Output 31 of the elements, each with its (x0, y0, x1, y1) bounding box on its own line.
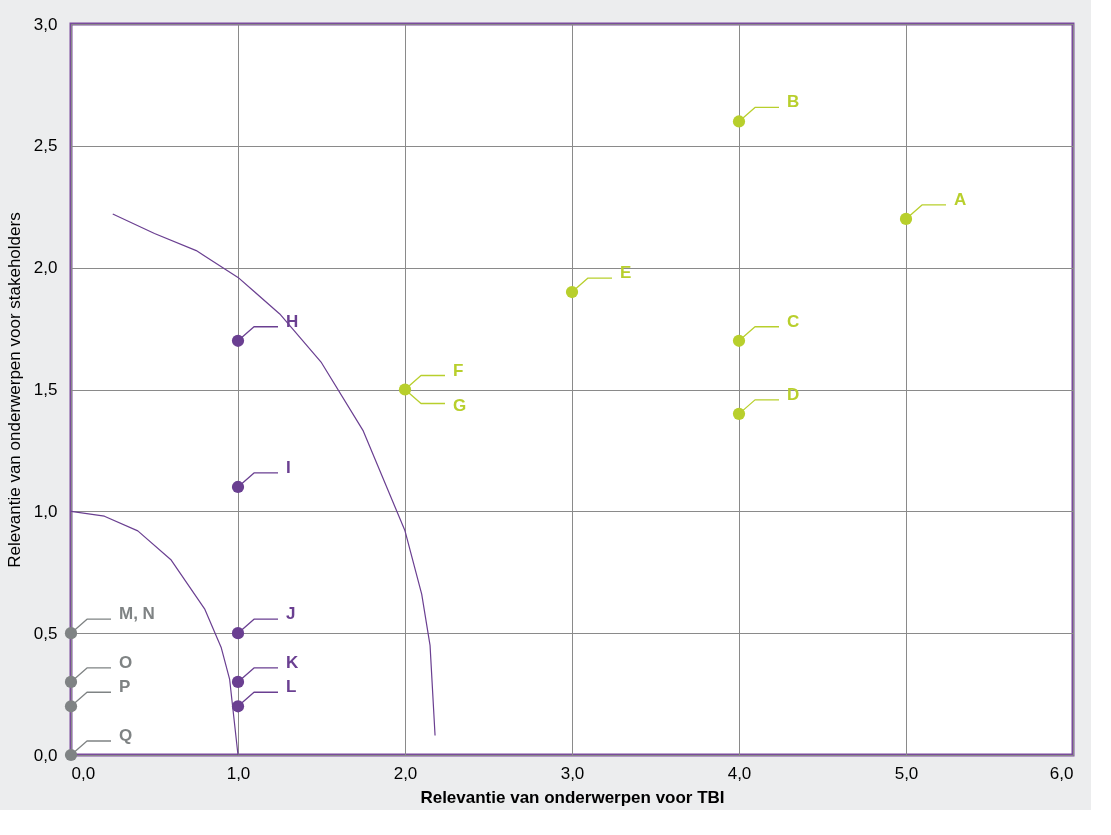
y-tick-label: 2,0 (33, 258, 58, 278)
annotation: Q (119, 726, 133, 745)
y-tick-label: 1,0 (33, 501, 58, 521)
x-tick-label: 4,0 (727, 763, 752, 783)
annotation: O (119, 652, 133, 672)
annotation: H (286, 311, 299, 331)
annotation: L (286, 677, 297, 697)
y-tick-label: 3,0 (33, 14, 58, 34)
x-tick-label: 0,0 (71, 763, 96, 783)
annotation: B (787, 92, 800, 112)
annotation: P (119, 677, 131, 697)
annotation: G (453, 395, 467, 415)
annotation: E (620, 263, 632, 283)
y-tick-label: 1,5 (33, 380, 58, 399)
annotation: M, N (119, 604, 155, 624)
annotation: A (954, 189, 967, 209)
x-tick-label: 6,0 (1049, 763, 1074, 783)
x-tick-label: 5,0 (894, 763, 919, 783)
annotation: I (286, 457, 291, 477)
annotation: K (286, 652, 299, 672)
x-tick-label: 1,0 (226, 763, 251, 783)
annotation: J (286, 604, 296, 624)
y-tick-label: 2,5 (33, 136, 58, 156)
annotation: F (453, 360, 464, 380)
annotation: C (787, 311, 800, 331)
x-axis-title: Relevantie van onderwerpen voor TBI (420, 787, 725, 807)
x-tick-label: 2,0 (393, 763, 418, 783)
y-tick-label: 0,5 (33, 623, 58, 643)
y-tick-label: 0,0 (33, 745, 58, 765)
x-tick-label: 3,0 (560, 763, 585, 783)
y-axis-title: Relevantie van onderwerpen voor stakeholders (4, 212, 24, 568)
